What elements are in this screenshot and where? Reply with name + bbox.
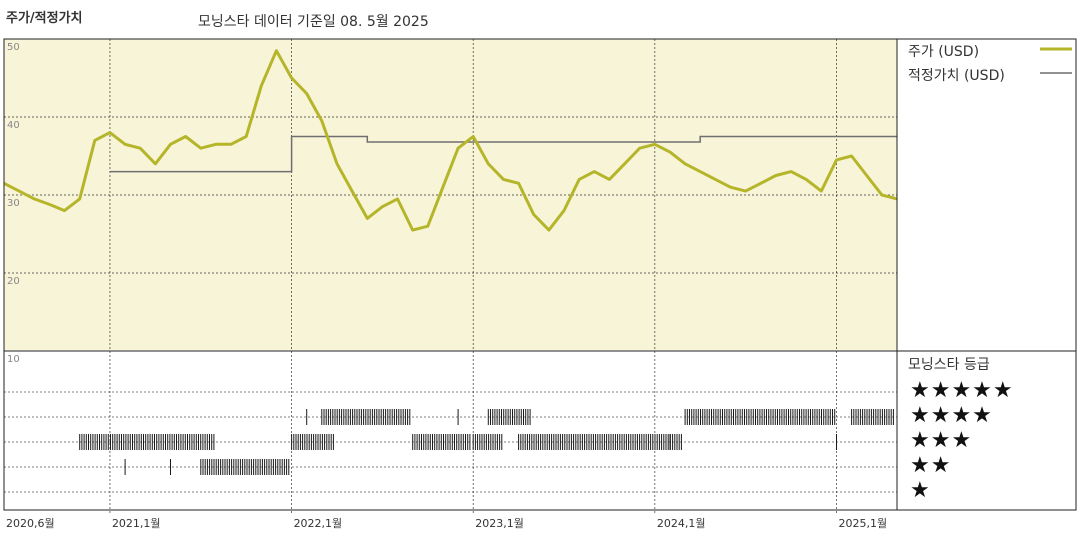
chart-left-title: 주가/적정가치: [6, 11, 83, 26]
rating-bar: [518, 434, 682, 450]
rating-level-3-stars: ★★★: [910, 428, 973, 453]
x-tick-label: 2020,6월: [6, 517, 55, 530]
rating-bar: [684, 409, 836, 425]
legend-swatches: [1040, 47, 1072, 74]
rating-bar: [472, 434, 503, 450]
chart-main-title: 모닝스타 데이터 기준일 08. 5월 2025: [198, 14, 429, 30]
rating-bar: [487, 409, 531, 425]
rating-bar: [200, 459, 290, 475]
rating-level-2-stars: ★★: [910, 453, 952, 478]
y-tick-label: 40: [7, 120, 20, 131]
rating-bar: [851, 409, 894, 425]
price-plot-background: [4, 39, 897, 350]
chart-frame: [3, 38, 1077, 511]
y-tick-label: 10: [7, 354, 20, 365]
x-tick-label: 2022,1월: [294, 517, 343, 530]
x-tick-label: 2025,1월: [838, 517, 887, 530]
x-tick-label: 2023,1월: [475, 517, 524, 530]
x-tick-label: 2021,1월: [112, 517, 161, 530]
rating-level-5-stars: ★★★★★: [910, 378, 1014, 403]
fair-value-line: [109, 135, 897, 173]
rating-bar: [291, 434, 334, 450]
y-tick-label: 30: [7, 198, 20, 209]
rating-history-bars: [79, 409, 894, 475]
legend-price-label: 주가 (USD): [908, 44, 980, 60]
legend-fair-label: 적정가치 (USD): [908, 68, 1005, 84]
y-tick-labels: 50 40 30 20 10: [7, 42, 20, 365]
rating-bar: [321, 409, 411, 425]
x-tick-label: 2024,1월: [657, 517, 706, 530]
rating-bar: [79, 434, 215, 450]
y-tick-label: 50: [7, 42, 20, 53]
rating-bar: [412, 434, 471, 450]
horizontal-gridlines: [4, 116, 897, 493]
y-tick-label: 20: [7, 276, 20, 287]
rating-level-4-stars: ★★★★: [910, 403, 993, 428]
price-line: [3, 49, 898, 232]
rating-plot-background: [4, 351, 897, 510]
x-tick-labels: 2020,6월 2021,1월 2022,1월 2023,1월 2024,1월 2025,…: [6, 517, 887, 530]
vertical-gridlines: [109, 39, 837, 514]
rating-panel-title: 모닝스타 등급: [908, 357, 990, 373]
rating-level-1-star: ★: [910, 478, 931, 503]
